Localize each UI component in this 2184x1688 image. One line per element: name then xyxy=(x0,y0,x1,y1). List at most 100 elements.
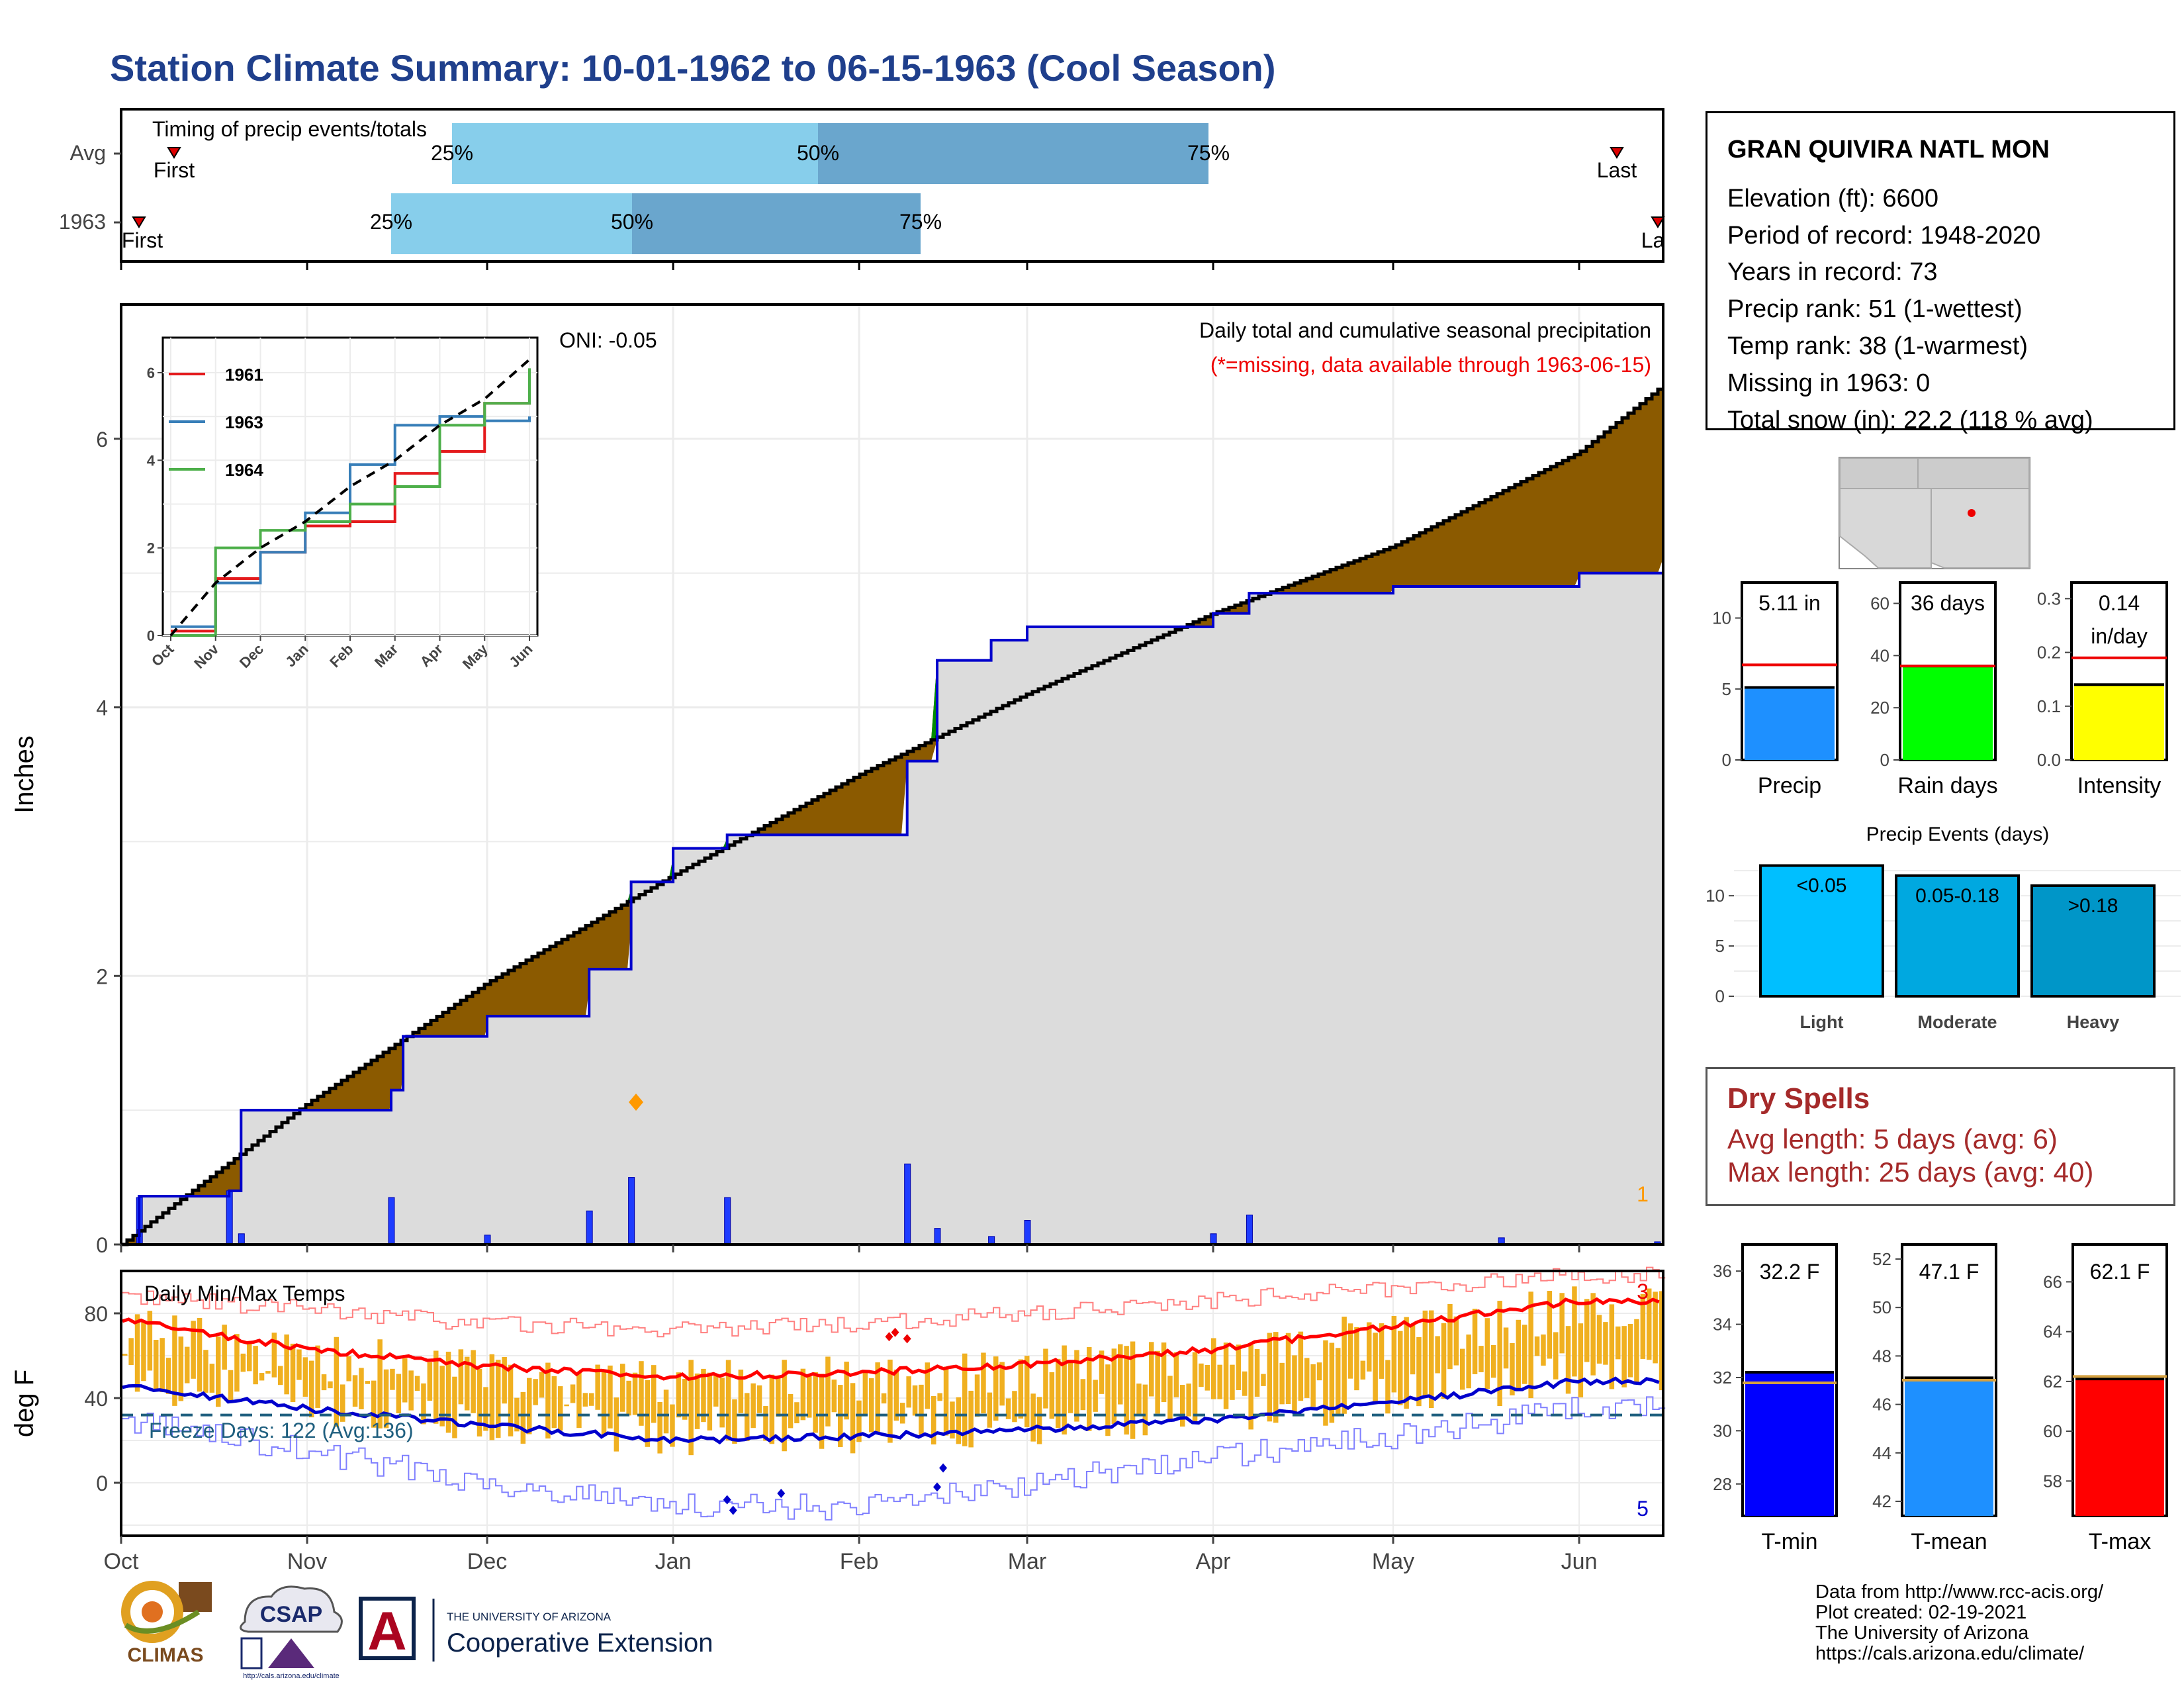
temp-bar-tick-label: 66 xyxy=(2043,1272,2062,1291)
ua-logo: A THE UNIVERSITY OF ARIZONA Cooperative … xyxy=(359,1597,713,1662)
station-precip-rank: Precip rank: 51 (1-wettest) xyxy=(1727,295,2023,323)
temp-bar-label: T-min xyxy=(1762,1529,1818,1554)
daily-precip-bar xyxy=(1246,1214,1253,1245)
daily-temp-bar xyxy=(950,1401,955,1439)
record-max-line xyxy=(122,1266,1666,1338)
daily-temp-bar xyxy=(1167,1376,1173,1421)
events-tick-label: 0 xyxy=(1715,986,1725,1006)
daily-temp-bar xyxy=(962,1353,968,1446)
daily-temp-bar xyxy=(1056,1358,1061,1429)
daily-temp-bar xyxy=(1342,1317,1347,1414)
daily-temp-bar xyxy=(682,1378,688,1420)
mini-bar-tick-label: 0 xyxy=(1880,750,1889,770)
daily-temp-bar xyxy=(663,1389,669,1434)
daily-temp-bar xyxy=(1516,1319,1522,1390)
daily-temp-bar xyxy=(875,1362,880,1432)
daily-temp-bar xyxy=(1273,1332,1279,1423)
daily-temp-bar xyxy=(601,1370,607,1436)
daily-temp-bar xyxy=(931,1395,936,1445)
timing-1963-first-label: First xyxy=(122,228,163,252)
daily-temp-bar xyxy=(352,1375,358,1407)
credit-institution: The University of Arizona xyxy=(1815,1622,2029,1644)
mini-bar-label: Intensity xyxy=(2077,773,2161,798)
daily-temp-bar xyxy=(1590,1293,1596,1376)
temp-bar-label: T-mean xyxy=(1911,1529,1987,1554)
daily-temp-bar xyxy=(302,1357,308,1397)
temp-ytick-label: 0 xyxy=(96,1472,108,1495)
daily-temp-bar xyxy=(1634,1319,1639,1385)
mini-bar-value: 0.14 xyxy=(2099,591,2140,615)
inset-ytick-label: 4 xyxy=(147,452,156,469)
daily-temp-bar xyxy=(1192,1352,1198,1423)
daily-temp-bar xyxy=(589,1393,594,1406)
daily-temp-bar xyxy=(694,1373,700,1429)
temp-bar-tick-label: 62 xyxy=(2043,1372,2062,1391)
daily-precip-bar xyxy=(1024,1219,1031,1245)
daily-temp-bar xyxy=(402,1358,408,1403)
daily-temp-bar xyxy=(1111,1348,1117,1425)
temp-bar-tick-label: 34 xyxy=(1713,1315,1732,1335)
mini-bar-tick-label: 0.1 xyxy=(2037,696,2061,716)
inset-legend: 1961 1963 1964 xyxy=(169,365,263,480)
daily-temp-bar xyxy=(433,1350,439,1424)
timing-avg-p75: 75% xyxy=(1187,141,1230,165)
daily-temp-bar xyxy=(645,1380,651,1447)
daily-temp-bar xyxy=(1074,1350,1079,1422)
daily-temp-bar xyxy=(1528,1291,1533,1399)
daily-temp-bar xyxy=(1248,1344,1253,1430)
daily-temp-bar xyxy=(800,1368,806,1421)
daily-temp-bar xyxy=(321,1374,327,1391)
temp-bar-tick-label: 60 xyxy=(2043,1421,2062,1441)
daily-temp-bar xyxy=(1298,1331,1304,1401)
daily-temp-bar xyxy=(1036,1397,1042,1444)
daily-temp-bar xyxy=(1565,1326,1571,1394)
daily-temp-bar xyxy=(1173,1352,1179,1397)
daily-temp-bar xyxy=(520,1391,526,1444)
daily-temp-bar xyxy=(1130,1341,1136,1439)
daily-temp-bar xyxy=(165,1358,171,1394)
daily-temp-bar xyxy=(1118,1344,1123,1405)
csap-rain-icon xyxy=(240,1637,263,1669)
daily-temp-bar xyxy=(1124,1346,1129,1435)
daily-temp-bars xyxy=(122,1286,1664,1456)
temp-bar-tick-label: 50 xyxy=(1872,1297,1891,1317)
daily-temp-bar xyxy=(1261,1374,1266,1386)
daily-temp-bar xyxy=(1099,1350,1105,1394)
daily-temp-bar xyxy=(1236,1344,1242,1390)
temp-ytick-label: 80 xyxy=(84,1302,108,1326)
temp-ylabel: deg F xyxy=(10,1370,39,1437)
csap-mountain-icon xyxy=(268,1638,314,1668)
daily-temp-bar xyxy=(1435,1336,1440,1374)
climas-logo: CLIMAS xyxy=(121,1581,212,1666)
daily-temp-bar xyxy=(1329,1342,1335,1423)
precip-ylabel: Inches xyxy=(10,735,39,814)
daily-temp-bar xyxy=(1062,1345,1067,1435)
daily-temp-bar xyxy=(328,1381,333,1389)
daily-temp-bar xyxy=(452,1376,457,1438)
daily-precip-bar xyxy=(586,1210,593,1245)
precip-ytick-label: 0 xyxy=(96,1233,108,1257)
daily-temp-bar xyxy=(197,1317,203,1392)
record-low-count: 5 xyxy=(1637,1497,1649,1521)
month-label: Jan xyxy=(655,1549,692,1574)
daily-temp-bar xyxy=(1310,1364,1316,1407)
timing-1963-p25: 25% xyxy=(370,210,412,234)
daily-precip-bar xyxy=(226,1190,233,1245)
legend-label-1963: 1963 xyxy=(225,412,263,432)
map-state-north-west xyxy=(1839,457,1919,489)
inset-series-lines xyxy=(169,358,531,637)
daily-temp-bar xyxy=(1627,1324,1633,1378)
climas-logo-swoosh xyxy=(124,1609,201,1634)
precip-count-label: 1 xyxy=(1637,1182,1649,1206)
daily-temp-bar xyxy=(794,1402,799,1424)
event-category-label: Moderate xyxy=(1917,1012,1997,1032)
daily-temp-bar xyxy=(1142,1384,1148,1436)
temp-bar-tick-label: 28 xyxy=(1713,1474,1732,1494)
timing-1963-p75: 75% xyxy=(899,210,942,234)
timing-avg-first-marker xyxy=(167,147,181,159)
timing-title: Timing of precip events/totals xyxy=(152,117,427,141)
month-label: Oct xyxy=(104,1549,139,1574)
daily-temp-bar xyxy=(825,1356,831,1427)
